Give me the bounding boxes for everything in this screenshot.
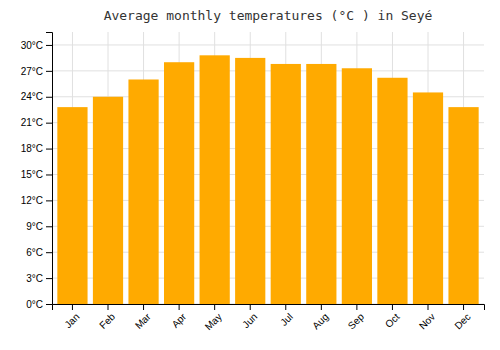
tick: Sep bbox=[346, 304, 367, 331]
tick: May bbox=[203, 304, 224, 332]
tick-mark bbox=[250, 304, 251, 310]
y-axis: 0°C 3°C 6°C 9°C 12°C 15°C 18°C 21°C 24°C 27°C 30°C bbox=[21, 33, 53, 310]
tick-label: 15°C bbox=[21, 169, 43, 180]
tick-label: Feb bbox=[97, 311, 117, 331]
tick: Feb bbox=[97, 304, 117, 331]
bar bbox=[93, 97, 123, 304]
grid bbox=[52, 32, 484, 304]
title: Average monthly temperatures (°C ) in Se… bbox=[104, 8, 433, 23]
tick: 18°C bbox=[21, 143, 52, 154]
tick: Apr bbox=[170, 304, 189, 330]
tick-mark bbox=[321, 304, 322, 310]
tick-label: Dec bbox=[452, 311, 472, 331]
tick: Aug bbox=[310, 304, 330, 331]
tick: Mar bbox=[133, 304, 153, 331]
tick-label: 6°C bbox=[26, 247, 43, 258]
tick-mark bbox=[46, 252, 52, 253]
tick-mark bbox=[428, 304, 429, 310]
tick-label: Oct bbox=[383, 311, 402, 330]
tick: 3°C bbox=[26, 273, 52, 284]
bar bbox=[413, 92, 443, 304]
bar bbox=[306, 64, 336, 304]
tick-label: 27°C bbox=[21, 66, 43, 77]
tick: 24°C bbox=[21, 91, 52, 102]
tick: 27°C bbox=[21, 66, 52, 77]
tick-mark bbox=[143, 304, 144, 310]
x-axis: Jan Feb Mar Apr May Jun Jul Aug Sep Oct Nov Dec bbox=[53, 304, 485, 332]
tick-label: Sep bbox=[346, 311, 367, 332]
tick-label: Nov bbox=[417, 311, 437, 331]
tick: 15°C bbox=[21, 169, 52, 180]
tick-label: 12°C bbox=[21, 195, 43, 206]
bar bbox=[128, 79, 158, 304]
tick-mark bbox=[392, 304, 393, 310]
tick-mark bbox=[46, 149, 52, 150]
tick: 0°C bbox=[26, 299, 52, 310]
bars bbox=[57, 55, 478, 304]
tick-mark bbox=[285, 304, 286, 310]
bar bbox=[164, 62, 194, 304]
tick-mark bbox=[463, 304, 464, 310]
tick: 21°C bbox=[21, 117, 52, 128]
tick-mark bbox=[46, 304, 52, 305]
tick: 30°C bbox=[21, 40, 52, 51]
grid-line bbox=[52, 44, 484, 45]
tick-label: Jul bbox=[278, 311, 295, 328]
tick: Oct bbox=[383, 304, 402, 330]
tick: 9°C bbox=[26, 221, 52, 232]
tick: Nov bbox=[417, 304, 437, 331]
axis-line bbox=[53, 305, 485, 311]
bar bbox=[57, 107, 87, 304]
bar bbox=[271, 64, 301, 304]
tick-mark bbox=[46, 71, 52, 72]
tick-label: 30°C bbox=[21, 40, 43, 51]
tick-mark bbox=[46, 200, 52, 201]
bar bbox=[448, 107, 478, 304]
tick-label: Jun bbox=[240, 311, 259, 330]
tick-label: 24°C bbox=[21, 91, 43, 102]
tick-mark bbox=[46, 45, 52, 46]
tick-label: Apr bbox=[170, 311, 189, 330]
tick-label: 0°C bbox=[26, 299, 43, 310]
tick-label: Mar bbox=[133, 311, 153, 331]
tick-label: 18°C bbox=[21, 143, 43, 154]
tick-mark bbox=[46, 97, 52, 98]
tick: Dec bbox=[452, 304, 472, 331]
tick-mark bbox=[179, 304, 180, 310]
tick-label: 3°C bbox=[26, 273, 43, 284]
tick: Jan bbox=[62, 304, 81, 330]
tick-mark bbox=[46, 278, 52, 279]
bar bbox=[342, 68, 372, 304]
chart: 0°C 3°C 6°C 9°C 12°C 15°C 18°C 21°C 24°C 27°C 30°C… bbox=[0, 0, 500, 350]
tick-mark bbox=[46, 123, 52, 124]
bar bbox=[200, 55, 230, 304]
tick-label: Jan bbox=[62, 311, 81, 330]
tick-mark bbox=[46, 174, 52, 175]
tick-mark bbox=[72, 304, 73, 310]
axis-line bbox=[46, 33, 53, 305]
tick-label: 21°C bbox=[21, 117, 43, 128]
tick-mark bbox=[214, 304, 215, 310]
tick: 12°C bbox=[21, 195, 52, 206]
tick: Jun bbox=[240, 304, 259, 330]
tick: 6°C bbox=[26, 247, 52, 258]
tick-mark bbox=[46, 226, 52, 227]
tick-label: May bbox=[203, 311, 224, 332]
bar bbox=[377, 78, 407, 304]
bar bbox=[235, 58, 265, 304]
tick-mark bbox=[108, 304, 109, 310]
tick-mark bbox=[356, 304, 357, 310]
tick-label: Aug bbox=[310, 311, 330, 331]
tick: Jul bbox=[278, 304, 295, 328]
tick-label: 9°C bbox=[26, 221, 43, 232]
grid-line bbox=[52, 70, 484, 71]
